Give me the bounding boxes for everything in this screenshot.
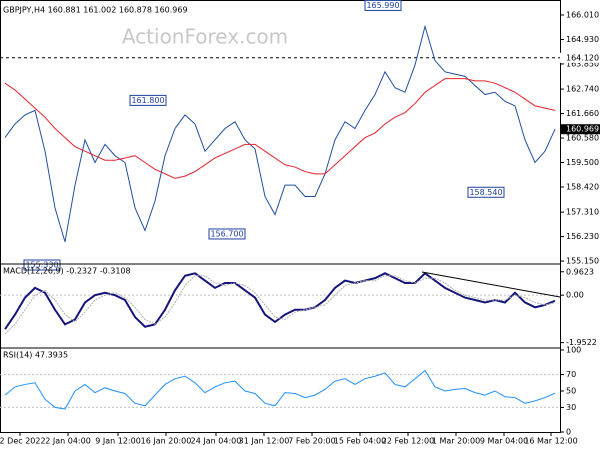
- annotation-box: [23, 259, 61, 271]
- y-tick-label: 0.00: [566, 291, 584, 300]
- annotation: 155.330: [25, 261, 58, 270]
- series-line: [4, 369, 556, 410]
- x-tick-label: 9 Jan 12:00: [95, 437, 141, 446]
- current-price-label: 160.969: [566, 125, 599, 134]
- annotation-box: [364, 0, 402, 11]
- y-tick-label: 159.500: [566, 158, 599, 167]
- y-tick-label: -1.9522: [566, 338, 597, 347]
- series-line: [4, 78, 556, 179]
- x-tick-label: 2 Jan 04:00: [45, 437, 91, 446]
- annotation: 156.700: [210, 229, 243, 238]
- y-tick-label: 157.310: [566, 208, 599, 217]
- y-tick-label: 162.740: [566, 85, 599, 94]
- x-tick-label: 24 Jan 04:00: [191, 437, 242, 446]
- annotation-box: [208, 228, 246, 240]
- y-tick-label: 166.010: [566, 10, 599, 19]
- y-tick-label: 155.150: [566, 257, 599, 266]
- y-tick-label: 163.850: [566, 59, 599, 68]
- series-line: [4, 275, 556, 335]
- y-tick-label: 0.9623: [566, 267, 594, 276]
- current-price-bg: [560, 124, 600, 135]
- x-tick-label: 9 Mar 04:00: [480, 437, 528, 446]
- y-tick-label: 164.930: [566, 35, 599, 44]
- series-line: [4, 271, 556, 330]
- annotation: 161.800: [131, 96, 164, 105]
- panel-title: GBPJPY,H4 160.881 161.002 160.878 160.96…: [3, 6, 188, 15]
- y-tick-label: 70: [566, 370, 576, 379]
- watermark: ActionForex.com: [122, 25, 288, 49]
- y-tick-label: 30: [566, 403, 576, 412]
- panel-title: RSI(14) 47.3935: [3, 351, 68, 360]
- y-tick-label: 156.230: [566, 232, 599, 241]
- y-tick-label: 160.580: [566, 134, 599, 143]
- y-tick-label: 100: [566, 346, 581, 355]
- reference-label: 164.120: [566, 53, 599, 62]
- x-tick-label: 15 Feb 04:00: [334, 437, 386, 446]
- x-tick-label: 22 Dec 2022: [0, 437, 46, 446]
- x-tick-label: 22 Feb 12:00: [382, 437, 434, 446]
- y-tick-label: 50: [566, 387, 576, 396]
- annotation-box: [467, 186, 505, 198]
- trend-line: [421, 271, 561, 298]
- x-tick-label: 16 Jan 20:00: [141, 437, 192, 446]
- x-tick-label: 16 Mar 12:00: [524, 437, 577, 446]
- annotation: 158.540: [469, 188, 502, 197]
- x-tick-label: 1 Mar 20:00: [432, 437, 480, 446]
- x-tick-label: 7 Feb 20:00: [288, 437, 335, 446]
- x-tick-label: 31 Jan 12:00: [239, 437, 290, 446]
- plot-border: [0, 0, 561, 433]
- reference-label-bg: [560, 52, 600, 63]
- y-tick-label: 0: [566, 428, 571, 437]
- panel-title: MACD(12,26,9) -0.2327 -0.3108: [3, 267, 131, 276]
- annotation-box: [129, 94, 167, 106]
- annotation: 165.990: [366, 1, 399, 10]
- y-tick-label: 158.420: [566, 182, 599, 191]
- series-line: [4, 24, 556, 242]
- y-tick-label: 161.660: [566, 109, 599, 118]
